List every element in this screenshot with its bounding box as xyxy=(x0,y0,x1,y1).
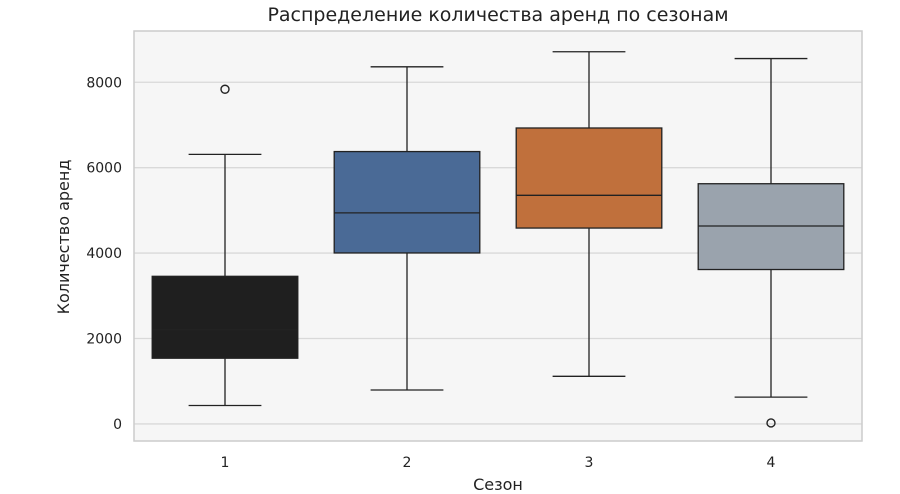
iqr-box-1 xyxy=(151,275,299,359)
y-tick-label-0: 0 xyxy=(113,417,122,433)
y-tick-label-2000: 2000 xyxy=(86,332,122,348)
iqr-box-3 xyxy=(515,127,663,229)
y-tick-label-4000: 4000 xyxy=(86,246,122,262)
box-season-4 xyxy=(697,57,845,428)
x-tick-label-4: 4 xyxy=(767,455,776,471)
x-axis-label: Сезон xyxy=(473,475,523,494)
y-axis-ticks: 0 2000 4000 6000 8000 xyxy=(86,75,122,433)
box-season-1 xyxy=(151,84,299,407)
box-season-2 xyxy=(333,66,481,391)
y-tick-label-8000: 8000 xyxy=(86,75,122,91)
boxes xyxy=(151,51,845,428)
chart-title: Распределение количества аренд по сезона… xyxy=(267,4,728,26)
x-tick-label-3: 3 xyxy=(585,455,594,471)
x-tick-label-2: 2 xyxy=(403,455,412,471)
box-season-3 xyxy=(515,51,663,377)
x-axis-ticks: 1 2 3 4 xyxy=(221,455,776,471)
iqr-box-2 xyxy=(333,150,481,254)
outlier-point-1-0 xyxy=(220,84,230,94)
plot-frame xyxy=(133,30,863,442)
y-tick-label-6000: 6000 xyxy=(86,161,122,177)
x-tick-label-1: 1 xyxy=(221,455,230,471)
y-axis-label: Количество аренд xyxy=(54,160,73,315)
outlier-point-4-0 xyxy=(766,418,776,428)
